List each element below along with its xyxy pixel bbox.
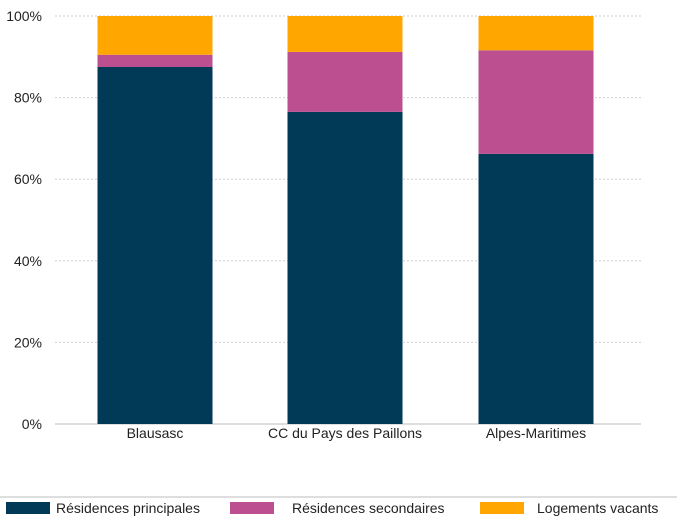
y-tick-label: 0% [22,416,42,432]
bar-segment [478,153,594,425]
bar-segment [97,67,213,424]
x-tick-label: Alpes-Maritimes [486,425,586,441]
bars [97,16,594,425]
bar-segment [287,16,403,52]
bar-segment [478,50,594,154]
x-tick-label: CC du Pays des Paillons [268,425,422,441]
legend-label: Résidences secondaires [292,500,445,516]
legend-label: Résidences principales [56,500,200,516]
x-tick-label: Blausasc [127,425,184,441]
bar-segment [97,16,213,55]
bar-segment [287,111,403,424]
y-tick-label: 100% [6,8,42,24]
y-tick-label: 20% [14,334,42,350]
y-axis-tick-labels: 0% 20% 40% 60% 80% 100% [6,8,42,432]
legend-label: Logements vacants [537,500,658,516]
legend-swatch [480,502,524,514]
legend-swatch [6,502,50,514]
legend: Résidences principales Résidences seconda… [6,500,658,516]
bar-segment [287,51,403,112]
y-tick-label: 60% [14,171,42,187]
y-tick-label: 80% [14,90,42,106]
y-tick-label: 40% [14,253,42,269]
x-axis-tick-labels: Blausasc CC du Pays des Paillons Alpes-Mar… [127,425,587,441]
legend-swatch [230,502,274,514]
bar-segment [97,54,213,67]
bar-segment [478,16,594,51]
